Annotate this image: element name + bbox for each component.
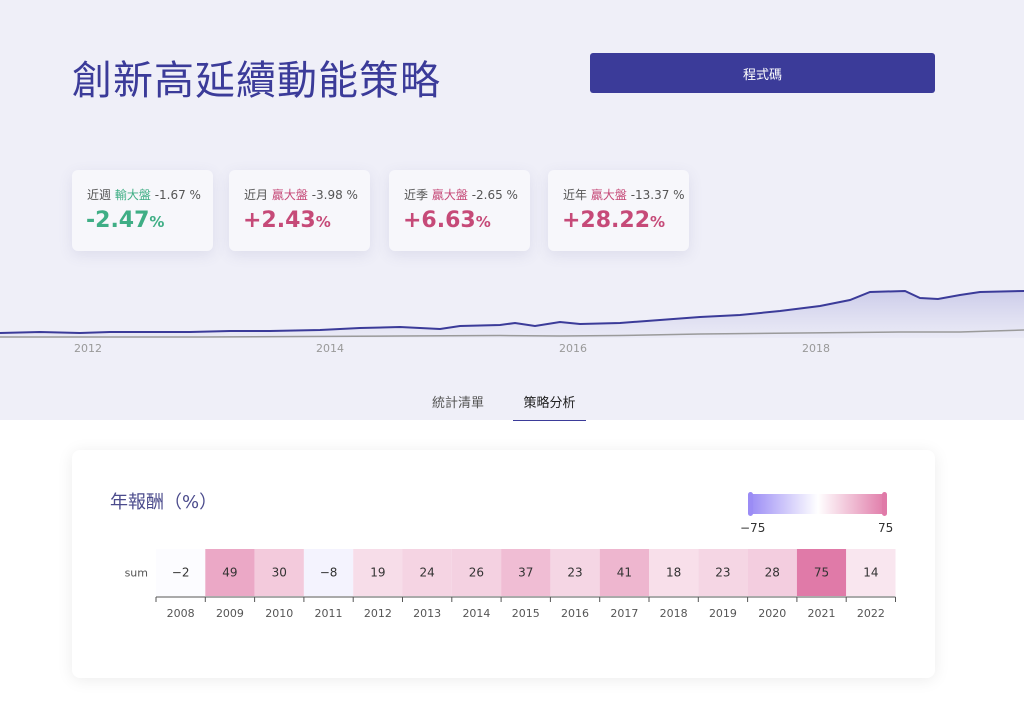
- stat-compare: 贏大盤: [271, 188, 308, 202]
- heatmap-cell-value: 19: [370, 566, 385, 580]
- stat-card-header: 近月 贏大盤 -3.98 %: [244, 186, 358, 203]
- stat-benchmark: -2.65 %: [471, 188, 518, 202]
- heatmap-cell-value: 26: [469, 566, 484, 580]
- stat-compare: 贏大盤: [590, 188, 627, 202]
- color-legend-bar: [750, 494, 886, 514]
- legend-max-handle[interactable]: [882, 492, 887, 516]
- stat-value-number: +28.22: [562, 208, 651, 233]
- stat-benchmark: -3.98 %: [311, 188, 358, 202]
- stat-card-week: 近週 輸大盤 -1.67 % -2.47%: [72, 170, 213, 251]
- x-axis-label: 2009: [216, 607, 244, 620]
- stat-benchmark: -13.37 %: [630, 188, 685, 202]
- heatmap-cell[interactable]: [747, 549, 797, 596]
- equity-area: [0, 291, 1024, 338]
- heatmap-cell[interactable]: [402, 549, 452, 596]
- stat-value: +28.22%: [562, 208, 665, 233]
- heatmap-cell-value: 49: [222, 566, 237, 580]
- legend-min-label: −75: [740, 521, 766, 535]
- x-axis-label: 2010: [265, 607, 293, 620]
- heatmap-cell[interactable]: [796, 549, 847, 596]
- x-axis-label: 2021: [808, 607, 836, 620]
- equity-curve-chart: 2012 2014 2016 2018: [0, 289, 1024, 355]
- stat-card-quarter: 近季 贏大盤 -2.65 % +6.63%: [389, 170, 530, 251]
- x-axis-label: 2018: [660, 607, 688, 620]
- stat-value: -2.47%: [86, 208, 164, 233]
- heatmap-cell-value: 24: [420, 566, 435, 580]
- heatmap-cell[interactable]: [698, 549, 748, 596]
- heatmap-cell-value: 30: [272, 566, 287, 580]
- heatmap-cell[interactable]: [205, 549, 255, 596]
- x-axis-label: 2014: [462, 607, 490, 620]
- stat-value-unit: %: [149, 213, 165, 231]
- stat-value: +2.43%: [243, 208, 331, 233]
- heatmap-row-label: sum: [125, 567, 148, 580]
- header-section: 創新高延續動能策略 程式碼 近週 輸大盤 -1.67 % -2.47% 近月 贏…: [0, 0, 1024, 421]
- strategy-line: [0, 289, 1024, 335]
- heatmap-cell[interactable]: [353, 549, 403, 596]
- stat-value-number: +6.63: [403, 208, 476, 233]
- heatmap-cell[interactable]: [599, 549, 649, 596]
- stat-value: +6.63%: [403, 208, 491, 233]
- x-axis-label: 2011: [315, 607, 343, 620]
- x-axis-label: 2013: [413, 607, 441, 620]
- x-axis-label: 2016: [561, 607, 589, 620]
- heatmap-cell-value: 23: [715, 566, 730, 580]
- heatmap-cell[interactable]: [254, 549, 304, 596]
- stat-value-unit: %: [475, 213, 491, 231]
- stat-card-header: 近季 贏大盤 -2.65 %: [404, 186, 518, 203]
- heatmap-cell[interactable]: [649, 549, 699, 596]
- heatmap-cell-value: 23: [567, 566, 582, 580]
- x-axis-label: 2022: [857, 607, 885, 620]
- x-tick-label: 2018: [802, 342, 830, 355]
- x-axis-label: 2019: [709, 607, 737, 620]
- x-tick-label: 2014: [316, 342, 344, 355]
- heatmap-cell-value: 14: [863, 566, 878, 580]
- x-axis-label: 2020: [758, 607, 786, 620]
- heatmap-cell-value: 41: [617, 566, 632, 580]
- stat-value-number: +2.43: [243, 208, 316, 233]
- annual-return-heatmap: sum −2 49 30 −8 19 24 26 37 23 41 18 23 28 75 14 2008 200…: [125, 549, 896, 620]
- stat-period: 近月: [244, 188, 269, 202]
- heatmap-cell-value: −2: [172, 566, 190, 580]
- heatmap-cell[interactable]: [501, 549, 551, 596]
- stat-period: 近年: [563, 188, 588, 202]
- page-title: 創新高延續動能策略: [72, 58, 441, 104]
- legend-max-label: 75: [878, 521, 894, 535]
- heatmap-cell-value: 18: [666, 566, 681, 580]
- heatmap-cell[interactable]: [303, 549, 354, 596]
- x-axis-label: 2008: [167, 607, 195, 620]
- stat-card-header: 近週 輸大盤 -1.67 %: [87, 186, 201, 203]
- stat-compare: 輸大盤: [114, 188, 151, 202]
- stat-period: 近季: [404, 188, 429, 202]
- heatmap-cell[interactable]: [550, 549, 600, 596]
- stat-period: 近週: [87, 188, 112, 202]
- heatmap-cell[interactable]: [156, 549, 206, 596]
- x-tick-label: 2012: [74, 342, 102, 355]
- stat-compare: 贏大盤: [431, 188, 468, 202]
- tab-statistics[interactable]: 統計清單: [431, 396, 484, 411]
- tab-strategy-analysis[interactable]: 策略分析: [513, 390, 586, 421]
- x-axis-label: 2015: [512, 607, 540, 620]
- x-axis-label: 2012: [364, 607, 392, 620]
- heatmap-cell[interactable]: [451, 549, 502, 596]
- stat-value-unit: %: [650, 213, 666, 231]
- stat-card-month: 近月 贏大盤 -3.98 % +2.43%: [229, 170, 370, 251]
- benchmark-line: [0, 329, 1024, 338]
- stat-benchmark: -1.67 %: [154, 188, 201, 202]
- annual-return-panel: 年報酬（%） −75 75 sum −2 49 30 −8 19 24 26 37 23 41 18 2…: [72, 450, 935, 678]
- stat-card-year: 近年 贏大盤 -13.37 % +28.22%: [548, 170, 689, 251]
- heatmap-cell[interactable]: [846, 549, 896, 596]
- x-tick-label: 2016: [559, 342, 587, 355]
- x-axis-label: 2017: [610, 607, 638, 620]
- stat-card-header: 近年 贏大盤 -13.37 %: [563, 186, 685, 203]
- heatmap-cell-value: 37: [518, 566, 533, 580]
- stat-value-unit: %: [315, 213, 331, 231]
- heatmap-title: 年報酬（%）: [110, 492, 218, 513]
- heatmap-cell-value: 75: [814, 566, 829, 580]
- heatmap-cell-value: 28: [765, 566, 780, 580]
- code-button[interactable]: 程式碼: [590, 53, 935, 93]
- heatmap-cell-value: −8: [320, 566, 338, 580]
- legend-min-handle[interactable]: [748, 492, 753, 516]
- stat-value-number: -2.47: [86, 208, 150, 233]
